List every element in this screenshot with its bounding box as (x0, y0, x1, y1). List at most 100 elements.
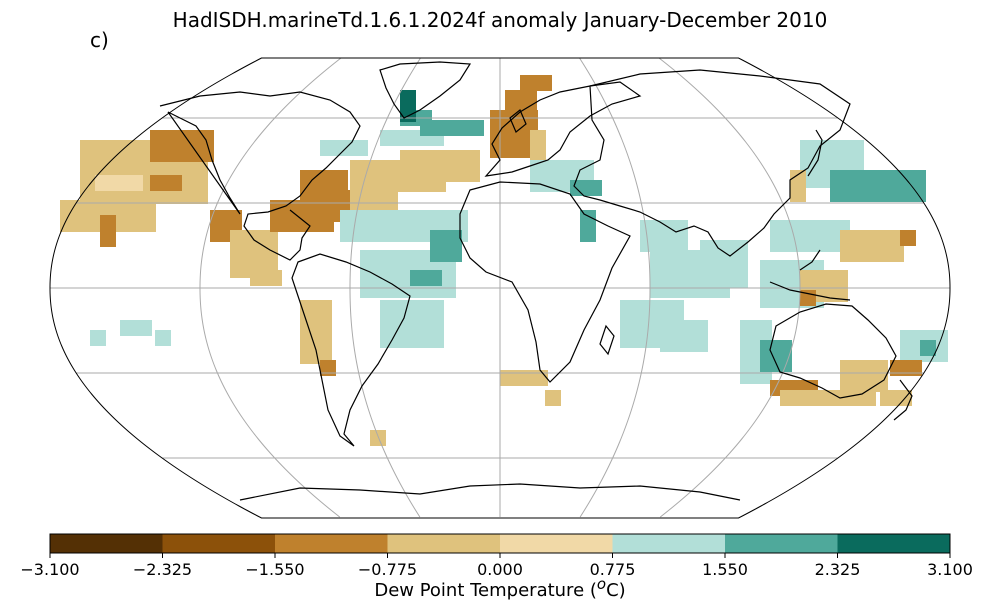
anomaly-cell (166, 146, 182, 162)
anomaly-cell (910, 170, 926, 186)
anomaly-cell (652, 300, 668, 316)
anomaly-cell (428, 316, 444, 332)
anomaly-cell (776, 260, 792, 276)
anomaly-cell (166, 130, 182, 146)
colorbar-bin (50, 534, 163, 553)
anomaly-cell (740, 336, 756, 352)
anomaly-cell (95, 175, 111, 191)
asia-coast (573, 69, 851, 257)
anomaly-cell (520, 75, 536, 91)
anomaly-cell (656, 236, 672, 252)
anomaly-cell (192, 172, 208, 188)
anomaly-cell (366, 176, 382, 192)
anomaly-cell (76, 216, 92, 232)
anomaly-cell (380, 316, 396, 332)
anomaly-cell (840, 360, 856, 376)
anomaly-cell (320, 190, 336, 206)
anomaly-cell (546, 160, 562, 176)
tick-label: 3.100 (927, 560, 973, 579)
anomaly-cell (316, 170, 332, 186)
anomaly-cell (112, 140, 128, 156)
anomaly-cell (230, 230, 246, 246)
anomaly-cell (660, 320, 676, 336)
anomaly-cell (650, 250, 666, 266)
anomaly-cell (160, 188, 176, 204)
anomaly-cell (446, 230, 462, 246)
anomaly-cell (716, 240, 732, 256)
anomaly-cell (872, 246, 888, 262)
anomaly-cell (900, 330, 916, 346)
anomaly-cell (878, 170, 894, 186)
anomaly-cell (666, 266, 682, 282)
anomaly-cell (366, 190, 382, 206)
anomaly-cell (856, 376, 872, 392)
map-outline (49, 57, 951, 519)
anomaly-cell (400, 90, 416, 106)
madagascar-coast (599, 324, 615, 356)
anomaly-cell (848, 140, 864, 156)
anomaly-cell (900, 346, 916, 362)
anomaly-cell (412, 332, 428, 348)
anomaly-cell (300, 170, 316, 186)
anomaly-cell (360, 250, 376, 266)
anomaly-cell (108, 200, 124, 216)
anomaly-cell (740, 368, 756, 384)
anomaly-cell (316, 332, 332, 348)
colorbar-bin (725, 534, 838, 553)
anomaly-cell (92, 200, 108, 216)
anomaly-cell (894, 170, 910, 186)
anomaly-cell (856, 246, 872, 262)
map-title: HadISDH.marineTd.1.6.1.2024f anomaly Jan… (172, 8, 828, 32)
anomaly-cell (666, 250, 682, 266)
anomaly-cell (60, 216, 76, 232)
anomaly-cell (150, 146, 166, 162)
anomaly-cell (790, 170, 806, 186)
anomaly-cell (832, 140, 848, 156)
anomaly-cell (436, 120, 452, 136)
anomaly-cell (366, 160, 382, 176)
anomaly-cell (80, 140, 96, 156)
anomaly-cell (846, 170, 862, 186)
tick-label: 0.000 (477, 560, 523, 579)
anomaly-cell (360, 282, 376, 298)
anomaly-cell (562, 160, 578, 176)
anomaly-cell (812, 390, 828, 406)
north-america-coast (159, 91, 361, 261)
anomaly-cell (372, 210, 388, 226)
anomaly-cell (400, 166, 416, 182)
uk-coast (509, 109, 527, 133)
anomaly-cell (700, 240, 716, 256)
australia-coast (769, 303, 897, 399)
anomaly-cell (128, 156, 144, 172)
anomaly-cell (888, 246, 904, 262)
anomaly-cell (416, 150, 432, 166)
anomaly-cell (140, 216, 156, 232)
anomaly-cell (376, 282, 392, 298)
anomaly-cell (692, 320, 708, 336)
tick-label: 2.325 (814, 560, 861, 579)
anomaly-cell (404, 226, 420, 242)
anomaly-cell (120, 320, 136, 336)
anomaly-cell (80, 156, 96, 172)
anomaly-cell (300, 316, 316, 332)
anomaly-cell (802, 236, 818, 252)
anomaly-cell (780, 390, 796, 406)
anomaly-cell (872, 360, 888, 376)
anomaly-cell (800, 270, 816, 286)
anomaly-cell (111, 175, 127, 191)
antarctica-coast (239, 483, 741, 501)
colorbar-bin (387, 534, 500, 553)
anomaly-cell (716, 256, 732, 272)
anomaly-cell (428, 332, 444, 348)
anomaly-cell (840, 246, 856, 262)
greenland-coast (379, 61, 472, 119)
anomaly-cell (666, 282, 682, 298)
anomaly-cell (124, 216, 140, 232)
anomaly-cell (382, 160, 398, 176)
anomaly-cell (832, 270, 848, 286)
anomaly-cell (530, 146, 546, 162)
anomaly-cell (230, 262, 246, 278)
anomaly-cell (356, 226, 372, 242)
anomaly-cell (862, 170, 878, 186)
tick-label: 0.775 (589, 560, 636, 579)
